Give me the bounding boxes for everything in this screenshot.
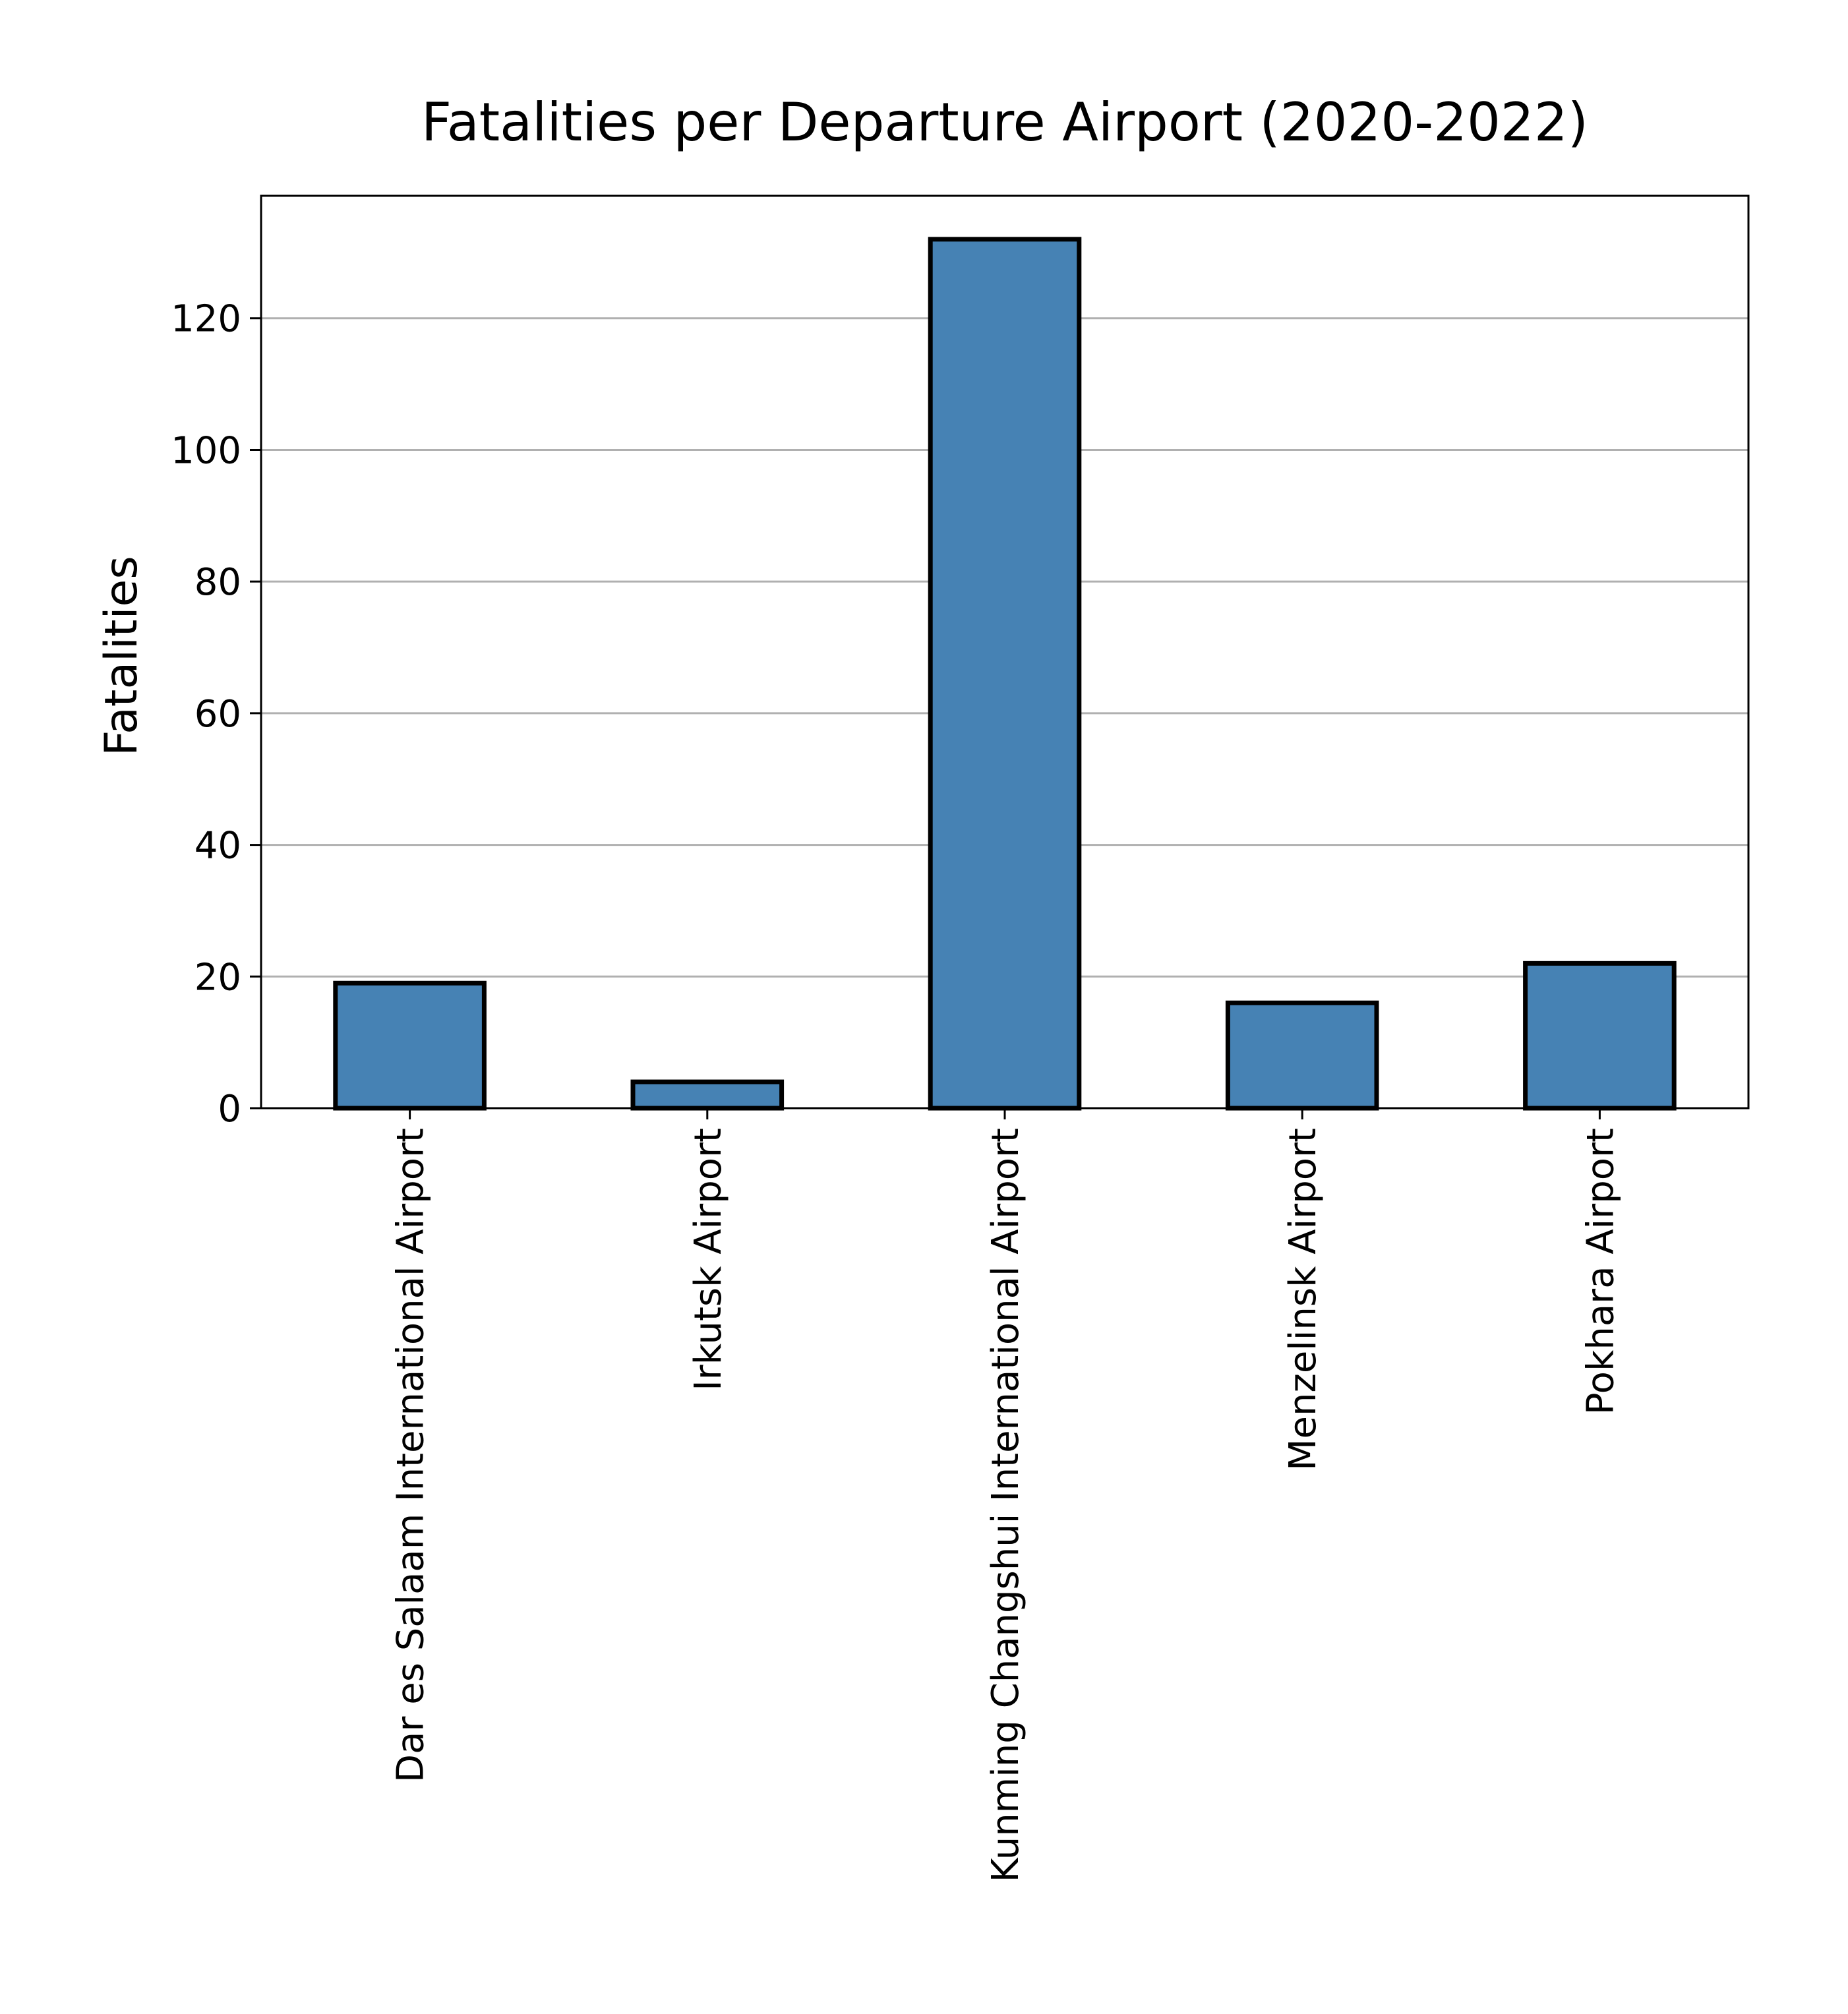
plot-frame	[260, 194, 1750, 1110]
y-tick-label: 40	[194, 825, 241, 868]
y-tick-label: 80	[194, 561, 241, 604]
y-axis-label: Fatalities	[96, 556, 148, 755]
bar-layer	[333, 237, 1677, 1111]
bar	[928, 237, 1082, 1111]
bar	[1225, 1000, 1379, 1111]
bar	[1523, 961, 1677, 1111]
x-tick-label: Irkutsk Airport	[687, 1128, 730, 1391]
x-tick-label: Kunming Changshui International Airport	[984, 1128, 1027, 1882]
bar	[333, 980, 487, 1111]
chart-title: Fatalities per Departure Airport (2020-2…	[421, 92, 1588, 153]
y-tick-label: 0	[218, 1088, 241, 1131]
x-ticks: Dar es Salaam International Airport Irkut…	[390, 1108, 1622, 1882]
y-ticks: 0 20 40 60 80 100 120	[171, 298, 261, 1131]
y-tick-label: 60	[194, 693, 241, 736]
x-tick-label: Dar es Salaam International Airport	[390, 1128, 432, 1783]
y-tick-label: 20	[194, 956, 241, 999]
x-tick-label: Pokhara Airport	[1579, 1128, 1622, 1415]
y-tick-label: 120	[171, 298, 241, 341]
bar	[630, 1079, 785, 1111]
y-tick-label: 100	[171, 429, 241, 472]
x-tick-label: Menzelinsk Airport	[1282, 1128, 1325, 1471]
